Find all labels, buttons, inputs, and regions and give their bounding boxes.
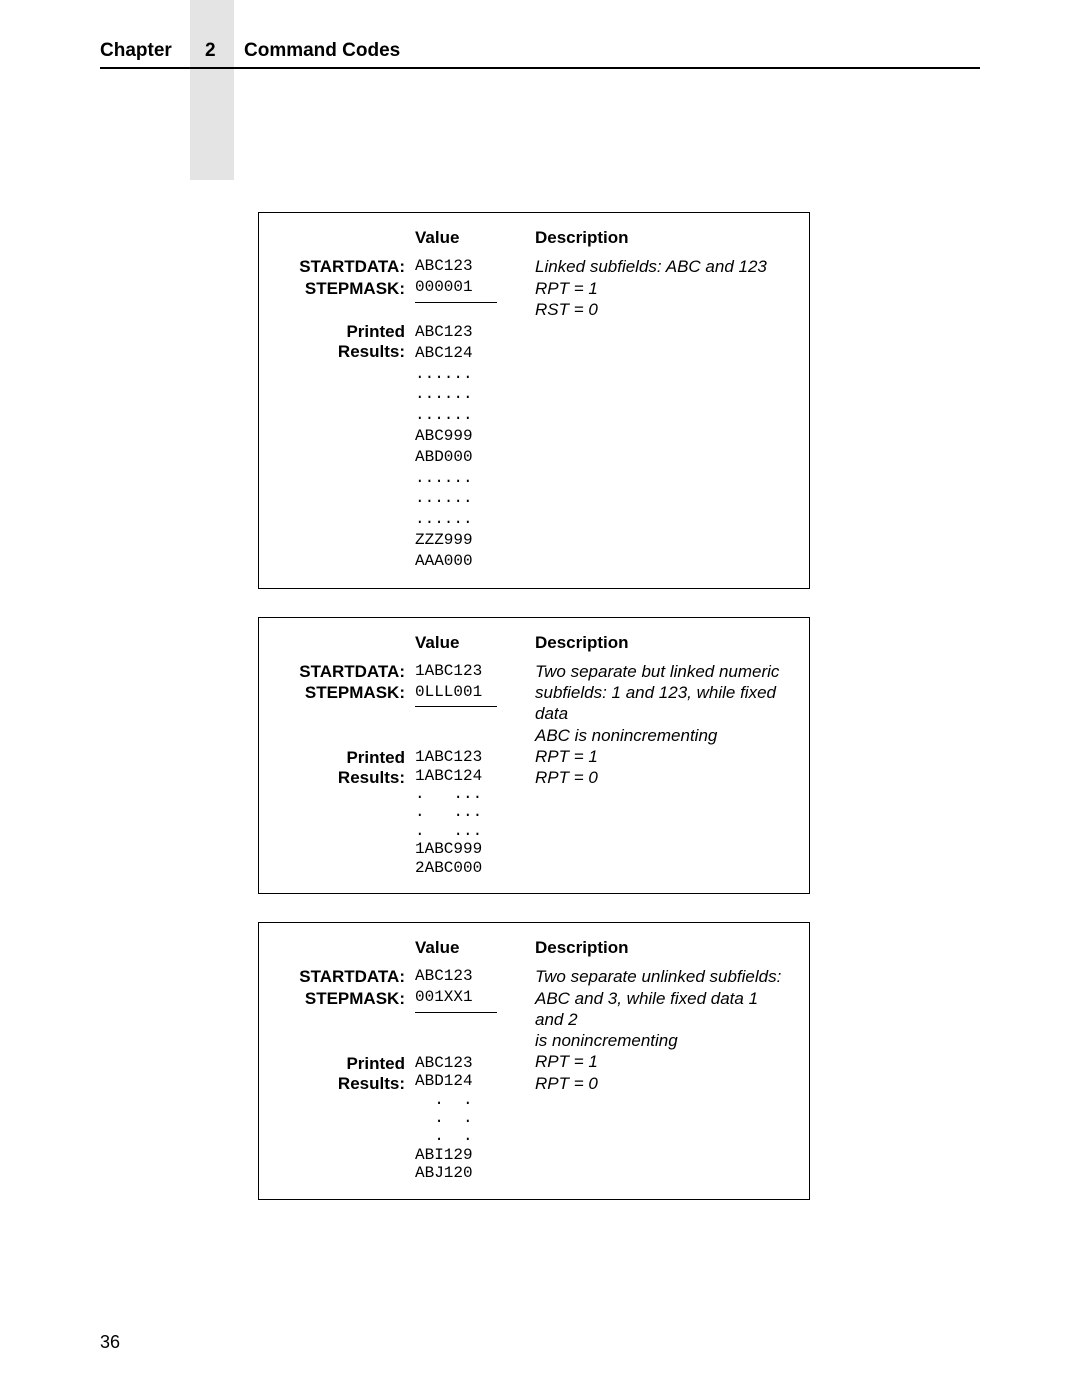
printed-results-values: 1ABC123 1ABC124 . ... . ... . ... 1ABC99… [415,748,535,877]
desc-line: RPT = 1 [535,278,791,299]
startdata-label: STARTDATA: [277,661,405,682]
label-col [277,227,415,256]
startdata-label: STARTDATA: [277,966,405,987]
startdata-label: STARTDATA: [277,256,405,277]
example-box-2: Value Description STARTDATA: STEPMASK: 1… [258,617,810,894]
header-rule [100,67,980,69]
stepmask-label: STEPMASK: [277,988,405,1009]
description-header: Description [535,632,791,661]
printed-results-values: ABC123 ABC124 ...... ...... ...... ABC99… [415,322,535,572]
desc-line: subfields: 1 and 123, while fixed data [535,682,791,725]
gray-band [190,0,234,180]
example-box-1: Value Description STARTDATA: STEPMASK: A… [258,212,810,589]
chapter-label: Chapter [100,40,172,62]
desc-line: RST = 0 [535,299,791,320]
content-boxes: Value Description STARTDATA: STEPMASK: A… [258,212,810,1228]
startdata-value: ABC123 [415,256,535,277]
description-header: Description [535,937,791,966]
stepmask-label: STEPMASK: [277,682,405,703]
startdata-value: 1ABC123 [415,661,535,682]
desc-line: Two separate but linked numeric [535,661,791,682]
divider [415,302,497,303]
stepmask-label: STEPMASK: [277,278,405,299]
desc-line: Two separate unlinked subfields: [535,966,791,987]
value-header: Value [415,632,535,661]
printed-results-values: ABC123 ABD124 . . . . . . ABI129 ABJ120 [415,1054,535,1183]
desc-line: Linked subfields: ABC and 123 [535,256,791,277]
page: Chapter 2 Command Codes Value Descriptio… [0,0,1080,1397]
printed-results-label: Printed Results: [277,748,415,877]
page-number: 36 [100,1332,120,1353]
printed-results-label: Printed Results: [277,1054,415,1183]
desc-line: ABC is nonincrementing [535,725,791,746]
stepmask-value: 000001 [415,277,535,298]
value-header: Value [415,937,535,966]
stepmask-value: 001XX1 [415,987,535,1008]
example-box-3: Value Description STARTDATA: STEPMASK: A… [258,922,810,1199]
divider [415,706,497,707]
desc-line: is nonincrementing [535,1030,791,1051]
printed-results-label: Printed Results: [277,322,415,572]
stepmask-value: 0LLL001 [415,682,535,703]
chapter-title: Command Codes [244,40,400,62]
description-header: Description [535,227,791,256]
desc-line: ABC and 3, while fixed data 1 and 2 [535,988,791,1031]
chapter-number: 2 [205,40,216,62]
divider [415,1012,497,1013]
startdata-value: ABC123 [415,966,535,987]
value-header: Value [415,227,535,256]
